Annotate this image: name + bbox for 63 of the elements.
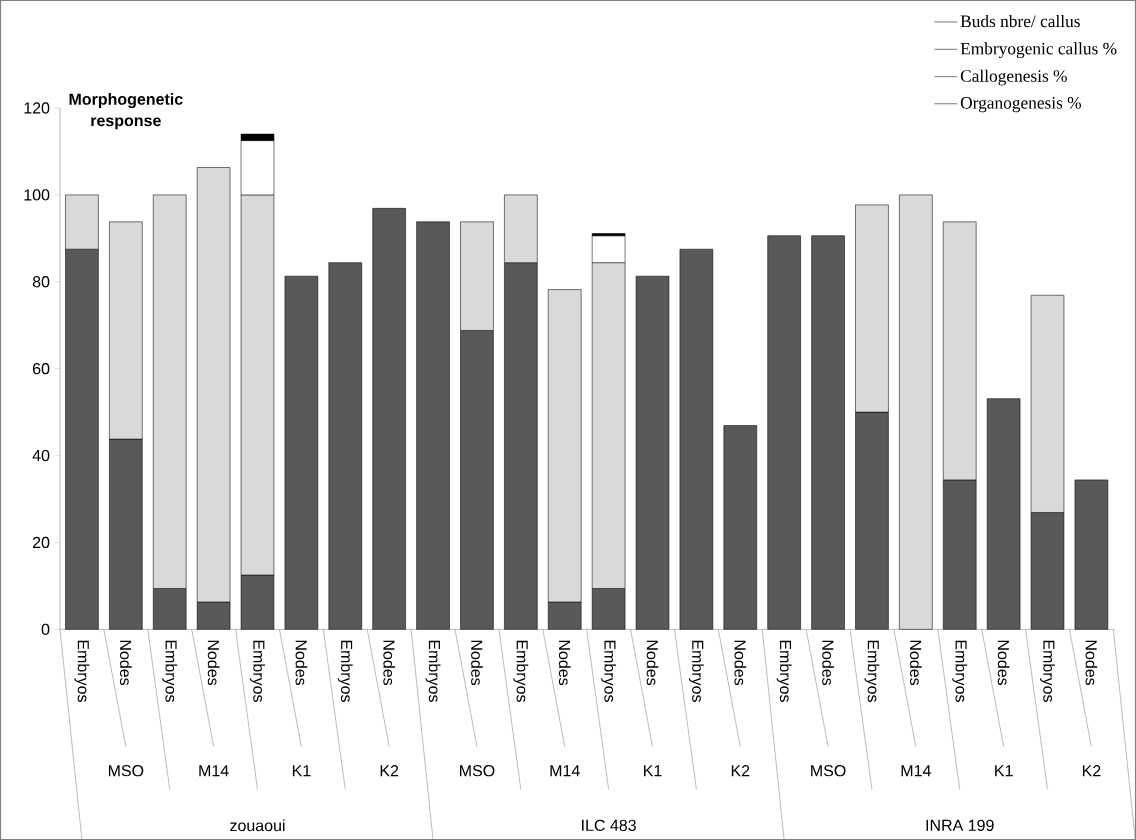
text: K1 (995, 765, 1013, 777)
bar (767, 235, 801, 630)
text: K1 (644, 765, 662, 777)
x-tick-label: Nodes (646, 640, 659, 686)
bar (416, 221, 450, 630)
x-tick-label: Nodes (822, 640, 834, 686)
legend-label: Buds nbre/ callus (960, 14, 1080, 28)
x-tick-label: Embryos (337, 640, 353, 702)
y-tick-label: 60 (32, 363, 50, 375)
bar (635, 275, 670, 630)
x-tick-label: Nodes (295, 640, 308, 686)
text: MSO (460, 765, 495, 777)
x-tick-label: Embryos (952, 640, 968, 702)
bar (986, 398, 1021, 630)
text: K1 (292, 765, 311, 777)
y-tick-label: 40 (32, 449, 50, 462)
bar (328, 262, 363, 630)
x-tick-label: Embryos (601, 640, 617, 702)
text: MSO (108, 765, 144, 777)
x-tick-label: Embryos (162, 640, 178, 702)
y-tick-label: 0 (41, 623, 50, 635)
text: INRA 199 (926, 819, 994, 831)
x-tick-label: Embryos (425, 640, 441, 702)
x-tick-label: Nodes (734, 640, 747, 686)
x-tick-label: Embryos (513, 640, 529, 702)
x-tick-label: Embryos (1040, 640, 1055, 702)
text: zouaoui (230, 819, 285, 832)
bar (811, 235, 845, 630)
bar (372, 208, 406, 630)
y-tick-label: 20 (32, 536, 50, 549)
legend-label: Callogenesis % (960, 69, 1067, 86)
text: K2 (1082, 765, 1101, 777)
x-tick-label: Nodes (558, 640, 571, 686)
bar (1074, 479, 1109, 630)
text: M14 (901, 765, 931, 777)
x-tick-label: Embryos (74, 640, 90, 702)
legend-label: Organogenesis % (960, 97, 1082, 113)
x-tick-label: Nodes (207, 640, 220, 686)
bar (679, 248, 714, 630)
x-tick-label: Embryos (688, 640, 704, 702)
text: MSO (811, 765, 846, 777)
x-tick-label: Nodes (471, 640, 483, 686)
y-tick-label: 120 (24, 102, 50, 114)
x-tick-label: Nodes (1085, 640, 1098, 686)
x-tick-label: Nodes (997, 640, 1010, 686)
text: K2 (731, 765, 750, 777)
y-axis-title: Morphogenetic response (69, 93, 183, 130)
text: ILC 483 (582, 819, 636, 831)
text: M14 (550, 765, 580, 777)
y-tick-label: 100 (24, 189, 50, 201)
bar (284, 275, 319, 630)
bar (899, 194, 933, 630)
x-tick-label: Nodes (119, 640, 132, 686)
bar (723, 425, 758, 630)
text: M14 (199, 765, 229, 777)
x-tick-label: Embryos (776, 640, 792, 702)
text: K2 (380, 765, 399, 777)
x-tick-label: Embryos (864, 640, 880, 702)
y-tick-label: 80 (32, 276, 50, 288)
x-tick-label: Embryos (250, 640, 265, 702)
legend-label: Embryogenic callus % (960, 42, 1117, 59)
x-tick-label: Nodes (383, 640, 396, 686)
x-tick-label: Nodes (909, 640, 922, 686)
